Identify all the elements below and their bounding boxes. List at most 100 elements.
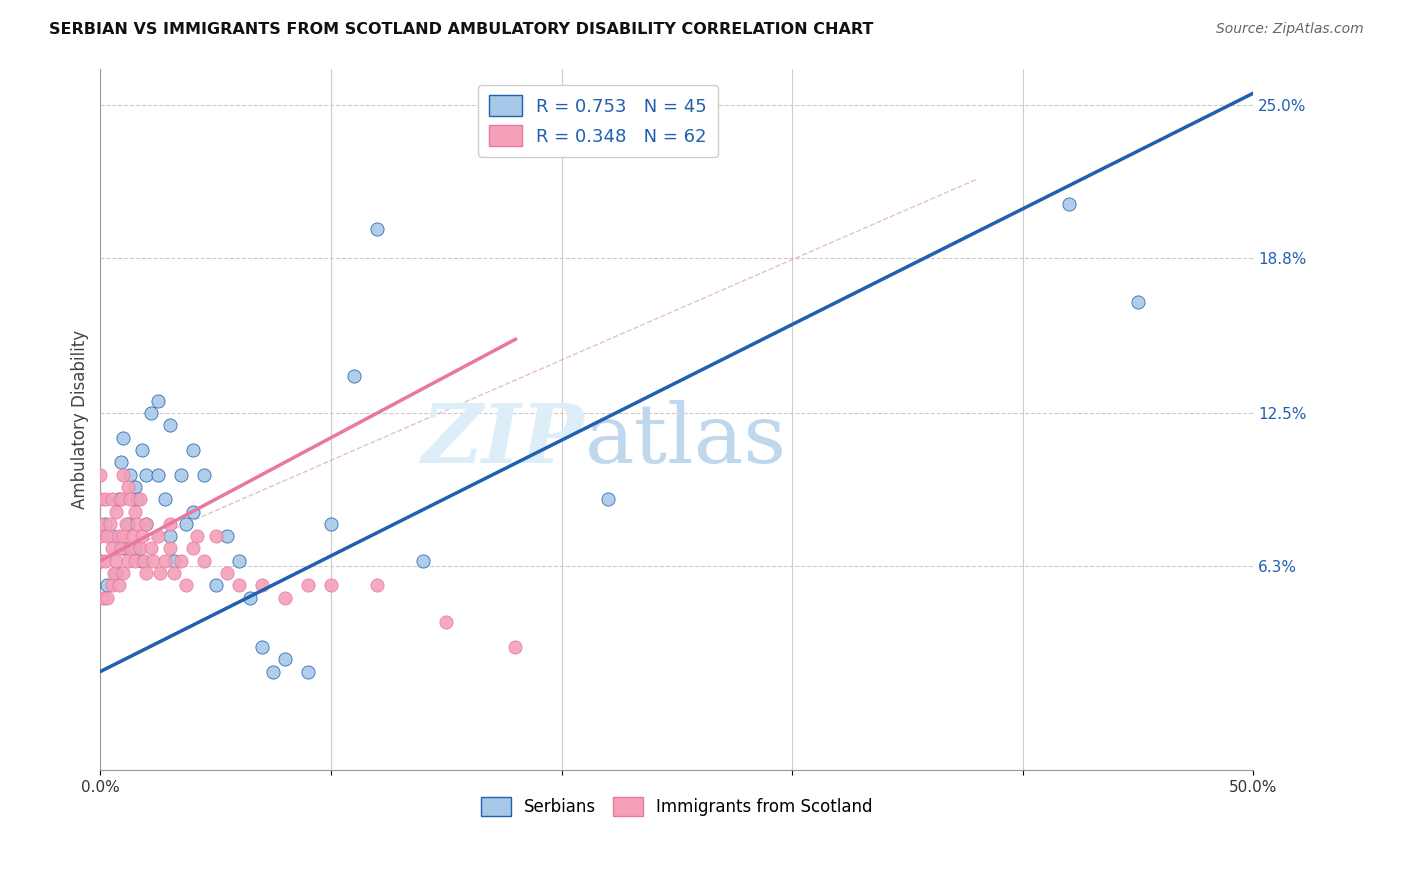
Point: [174, 578, 197, 592]
Point: [101, 578, 124, 592]
Point: [128, 492, 150, 507]
Point: [110, 541, 132, 556]
Point: [98, 516, 121, 531]
Point: [101, 492, 124, 507]
Point: [142, 554, 165, 568]
Point: [250, 640, 273, 654]
Point: [181, 443, 204, 458]
Point: [239, 591, 262, 605]
Point: [146, 467, 169, 482]
Point: [217, 529, 239, 543]
Point: [1126, 295, 1149, 310]
Point: [204, 529, 226, 543]
Point: [250, 578, 273, 592]
Point: [105, 554, 128, 568]
Point: [112, 529, 135, 543]
Legend: Serbians, Immigrants from Scotland: Serbians, Immigrants from Scotland: [472, 789, 882, 825]
Point: [366, 221, 388, 235]
Point: [114, 516, 136, 531]
Point: [139, 541, 162, 556]
Point: [159, 541, 181, 556]
Point: [131, 554, 153, 568]
Point: [112, 431, 135, 445]
Point: [131, 443, 153, 458]
Point: [112, 566, 135, 580]
Point: [107, 492, 129, 507]
Point: [134, 554, 156, 568]
Point: [159, 529, 181, 543]
Point: [366, 578, 388, 592]
Point: [412, 554, 434, 568]
Point: [319, 516, 342, 531]
Point: [274, 652, 297, 666]
Point: [596, 492, 619, 507]
Point: [120, 492, 142, 507]
Point: [107, 529, 129, 543]
Point: [124, 480, 146, 494]
Point: [89, 492, 111, 507]
Point: [228, 578, 250, 592]
Point: [89, 467, 111, 482]
Point: [181, 541, 204, 556]
Point: [146, 393, 169, 408]
Point: [124, 504, 146, 518]
Point: [94, 516, 117, 531]
Point: [120, 467, 142, 482]
Point: [193, 467, 215, 482]
Point: [89, 554, 111, 568]
Point: [135, 566, 157, 580]
Text: ZIP: ZIP: [422, 401, 585, 480]
Point: [117, 516, 139, 531]
Point: [103, 566, 125, 580]
Point: [153, 492, 176, 507]
Point: [89, 529, 111, 543]
Point: [159, 418, 181, 433]
Point: [135, 516, 157, 531]
Point: [153, 554, 176, 568]
Point: [297, 665, 319, 679]
Point: [131, 529, 153, 543]
Point: [112, 467, 135, 482]
Point: [101, 541, 124, 556]
Text: atlas: atlas: [585, 401, 787, 480]
Point: [91, 591, 114, 605]
Point: [120, 541, 142, 556]
Point: [94, 492, 117, 507]
Point: [170, 467, 193, 482]
Point: [174, 516, 197, 531]
Point: [274, 591, 297, 605]
Point: [96, 591, 118, 605]
Point: [170, 554, 193, 568]
Point: [163, 566, 186, 580]
Point: [112, 541, 135, 556]
Point: [107, 578, 129, 592]
Point: [217, 566, 239, 580]
Point: [228, 554, 250, 568]
Point: [96, 578, 118, 592]
Point: [204, 578, 226, 592]
Point: [101, 529, 124, 543]
Point: [343, 369, 366, 384]
Point: [124, 554, 146, 568]
Point: [110, 492, 132, 507]
Point: [127, 492, 149, 507]
Point: [121, 529, 143, 543]
Point: [149, 566, 172, 580]
Point: [117, 554, 139, 568]
Point: [89, 554, 111, 568]
Point: [163, 554, 186, 568]
Point: [96, 529, 118, 543]
Point: [105, 504, 128, 518]
Point: [128, 541, 150, 556]
Point: [297, 578, 319, 592]
Point: [186, 529, 208, 543]
Point: [146, 529, 169, 543]
Point: [505, 640, 527, 654]
Point: [110, 455, 132, 469]
Point: [193, 554, 215, 568]
Point: [1057, 197, 1080, 211]
Point: [135, 467, 157, 482]
Point: [434, 615, 457, 630]
Text: Source: ZipAtlas.com: Source: ZipAtlas.com: [1216, 22, 1364, 37]
Point: [89, 516, 111, 531]
